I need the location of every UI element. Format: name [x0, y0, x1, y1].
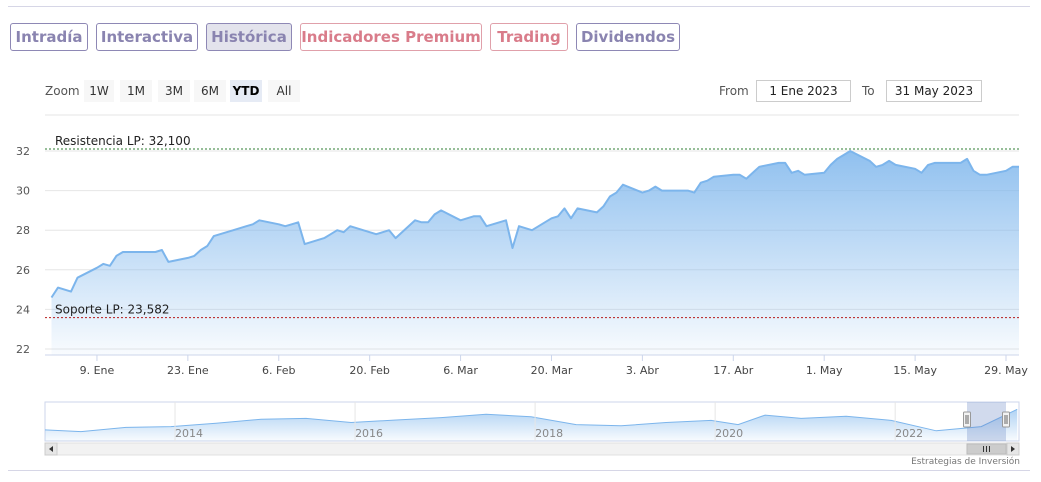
- resistance-label: Resistencia LP: 32,100: [55, 134, 191, 148]
- tab-historica[interactable]: Histórica: [206, 23, 292, 51]
- x-tick-label: 20. Mar: [531, 364, 573, 377]
- zoom-6m-button[interactable]: 6M: [194, 80, 226, 102]
- navigator[interactable]: 2014 2016 2018 2020 2022: [44, 401, 1020, 456]
- plot-lines: Resistencia LP: 32,100 Soporte LP: 23,582: [45, 134, 1019, 319]
- navigator-left-handle[interactable]: [963, 411, 971, 428]
- zoom-3m-button[interactable]: 3M: [158, 80, 190, 102]
- range-to-label: To: [862, 84, 875, 98]
- navigator-year-label: 2020: [715, 427, 743, 440]
- navigator-year-label: 2022: [895, 427, 923, 440]
- chevron-right-icon: [1011, 446, 1015, 452]
- series-area: [50, 150, 1019, 355]
- x-tick-label: 20. Feb: [349, 364, 389, 377]
- x-tick-label: 6. Mar: [443, 364, 478, 377]
- x-tick-label: 29. May: [984, 364, 1028, 377]
- range-from-input[interactable]: 1 Ene 2023: [756, 80, 851, 102]
- top-divider: [8, 6, 1030, 7]
- series-area-fill: [51, 151, 1019, 355]
- x-tick-label: 9. Ene: [80, 364, 115, 377]
- y-tick-label: 24: [16, 303, 30, 316]
- y-tick-label: 28: [16, 224, 30, 237]
- y-tick-label: 26: [16, 264, 30, 277]
- range-from-label: From: [719, 84, 749, 98]
- range-to-input[interactable]: 31 May 2023: [886, 80, 982, 102]
- zoom-1w-button[interactable]: 1W: [84, 80, 114, 102]
- x-tick-label: 17. Abr: [713, 364, 753, 377]
- y-axis: 22 24 26 28 30 32: [16, 145, 30, 356]
- navigator-right-handle[interactable]: [1002, 411, 1010, 428]
- navigator-area: [45, 409, 1018, 441]
- navigator-year-label: 2014: [175, 427, 203, 440]
- x-tick-label: 15. May: [893, 364, 937, 377]
- y-tick-label: 22: [16, 343, 30, 356]
- x-tick-label: 3. Abr: [626, 364, 659, 377]
- tab-dividendos[interactable]: Dividendos: [576, 23, 680, 51]
- y-tick-label: 32: [16, 145, 30, 158]
- support-label: Soporte LP: 23,582: [55, 303, 170, 317]
- tab-intradia[interactable]: Intradía: [10, 23, 88, 51]
- chevron-left-icon: [49, 446, 53, 452]
- zoom-1m-button[interactable]: 1M: [120, 80, 152, 102]
- navigator-year-label: 2016: [355, 427, 383, 440]
- navigator-year-label: 2018: [535, 427, 563, 440]
- x-tick-label: 1. May: [806, 364, 843, 377]
- zoom-label: Zoom: [45, 84, 80, 98]
- navigator-line: [44, 408, 1018, 433]
- zoom-ytd-button[interactable]: YTD: [230, 80, 262, 102]
- tab-indicadores-premium[interactable]: Indicadores Premium: [300, 23, 482, 51]
- bottom-divider: [8, 470, 1030, 471]
- tab-trading[interactable]: Trading: [490, 23, 568, 51]
- navigator-selection[interactable]: [967, 402, 1006, 441]
- x-axis: 9. Ene 23. Ene 6. Feb 20. Feb 6. Mar 20. Mar 3…: [45, 354, 1028, 377]
- zoom-all-button[interactable]: All: [268, 80, 300, 102]
- x-tick-label: 23. Ene: [167, 364, 209, 377]
- tab-interactiva[interactable]: Interactiva: [96, 23, 198, 51]
- credit-text: Estrategias de Inversión: [911, 457, 1020, 467]
- series-line: [50, 150, 1019, 299]
- y-tick-label: 30: [16, 185, 30, 198]
- x-tick-label: 6. Feb: [262, 364, 295, 377]
- scrollbar-track[interactable]: [44, 442, 1020, 456]
